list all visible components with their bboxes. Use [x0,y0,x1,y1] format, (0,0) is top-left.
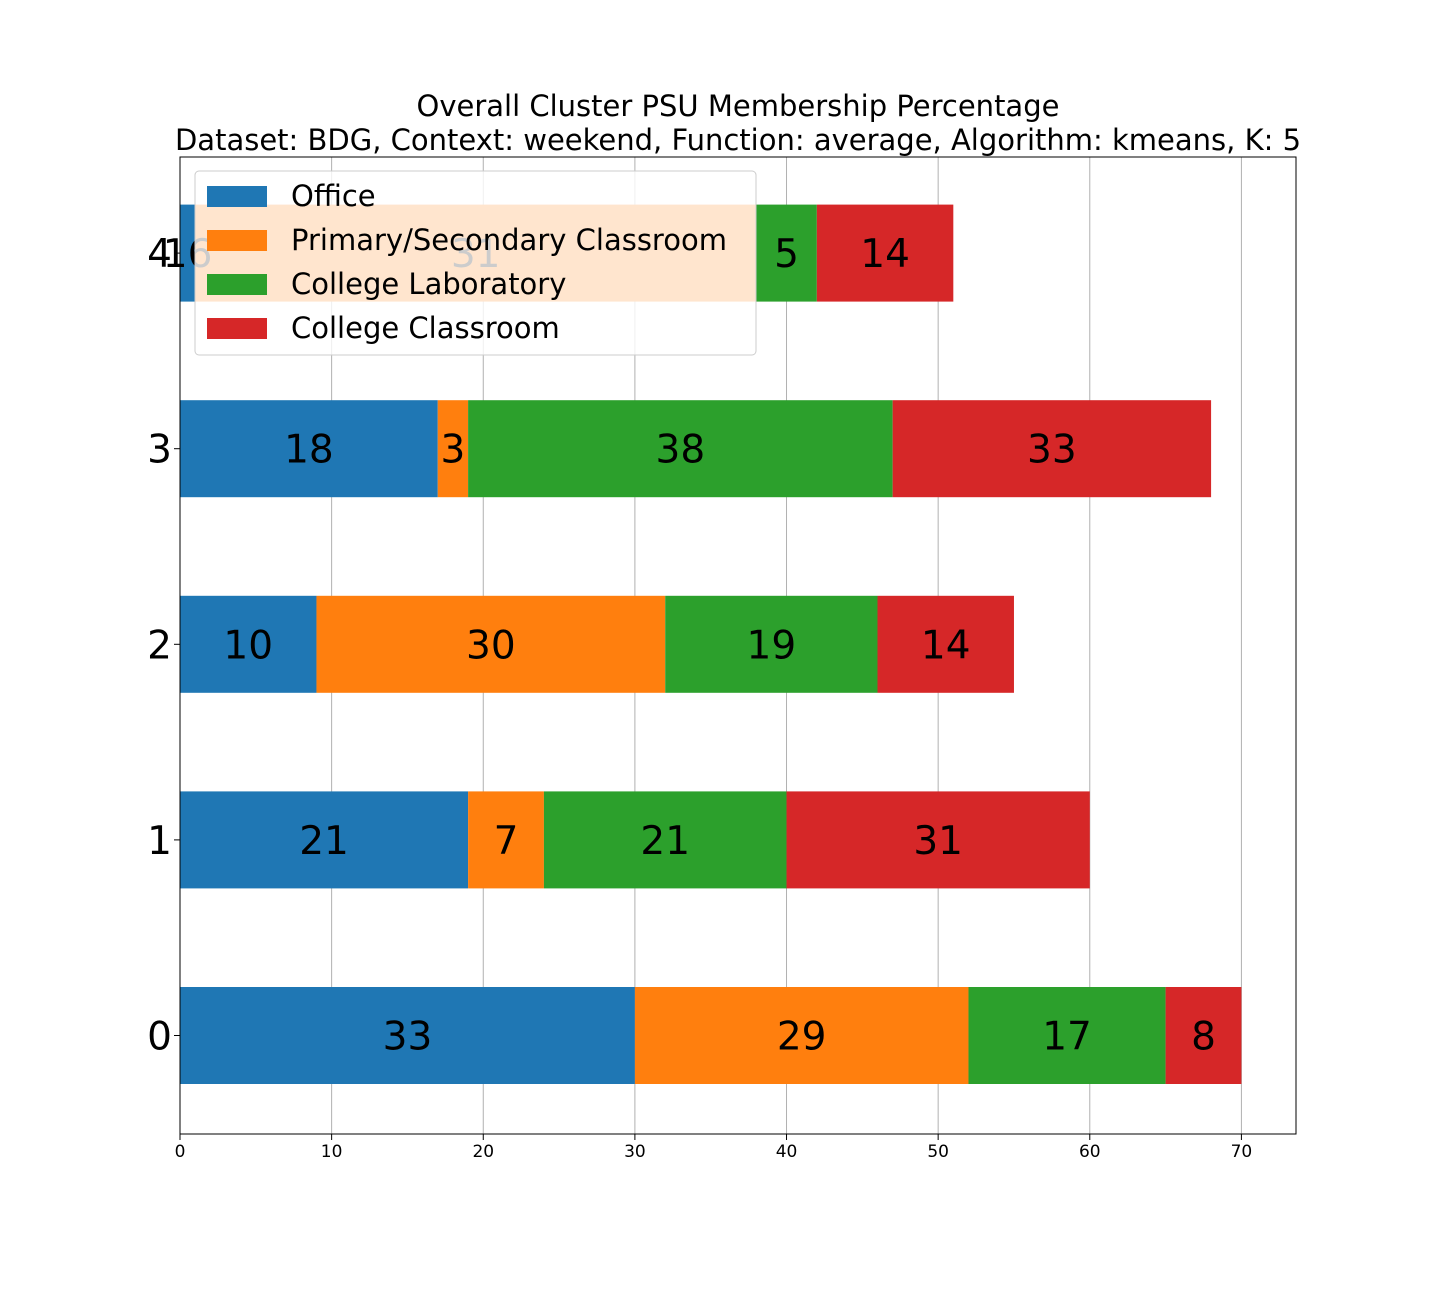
bar-segment [180,204,196,302]
x-tick-label: 60 [1079,1142,1101,1162]
bar-segment [786,791,1090,889]
bar-segment [180,400,438,498]
bar-segment [468,400,893,498]
bar-segment [180,595,317,693]
bar-segment [543,791,787,889]
bar-segment [468,791,544,889]
x-tick-label: 30 [624,1142,646,1162]
bar-segment [816,204,954,302]
bar-value-label: 33 [1027,428,1077,473]
y-tick-label: 1 [147,819,172,864]
legend-label: Office [291,179,376,213]
bar-value-label: 30 [466,623,516,668]
legend-swatch [207,230,267,251]
bar-segment [1165,987,1242,1084]
bar-value-label: 14 [860,232,910,277]
bar-value-label: 17 [1042,1015,1092,1060]
x-axis: 0 10 20 30 40 50 60 70 [175,1134,1253,1162]
legend-label: College Laboratory [291,267,566,301]
bar-value-label: 8 [1191,1015,1216,1060]
y-tick-label: 2 [147,623,172,668]
bar-segment [437,400,469,498]
bar-value-label: 31 [913,819,963,864]
bar-value-label: 5 [774,232,799,277]
legend-box [194,170,757,356]
y-tick-label: 0 [147,1015,172,1060]
bar-segment [756,204,817,302]
legend: Office Primary/Secondary Classroom College… [194,170,757,356]
legend-label: Primary/Secondary Classroom [291,223,727,257]
legend-swatch [207,318,267,339]
bar-value-label: 18 [284,428,334,473]
x-tick-label: 50 [927,1142,949,1162]
bar-segment [968,987,1166,1084]
y-tick-label: 3 [147,428,172,473]
bar-value-label: 7 [494,819,519,864]
bar-segment [634,987,969,1084]
y-tick-label: 4 [147,232,172,277]
bar-segment [892,400,1212,498]
bar-value-label: 21 [640,819,690,864]
bar-value-label: 10 [223,623,273,668]
bar-value-label: 19 [747,623,797,668]
bar-value-label: 38 [656,428,706,473]
x-tick-label: 10 [321,1142,343,1162]
legend-swatch [207,274,267,295]
bar-value-label: 3 [441,428,466,473]
x-tick-label: 40 [776,1142,798,1162]
bar-segment [180,987,635,1084]
x-tick-label: 0 [175,1142,186,1162]
chart-title: Overall Cluster PSU Membership Percentag… [417,89,1060,123]
x-tick-label: 20 [472,1142,494,1162]
x-tick-label: 70 [1231,1142,1253,1162]
bar-value-label: 21 [299,819,349,864]
bar-segment [180,791,469,889]
bar-value-label: 33 [383,1015,433,1060]
plot-frame [179,156,1297,1135]
bar-segment [877,595,1014,693]
bar-value-label: 14 [921,623,971,668]
legend-label: College Classroom [291,311,560,345]
bar-value-label: 29 [777,1015,827,1060]
legend-swatch [207,186,267,207]
y-axis: 0 1 2 3 4 [147,232,180,1060]
bar-segment [665,595,878,693]
chart-subtitle: Dataset: BDG, Context: weekend, Function… [175,123,1301,157]
bar-segment [316,595,666,693]
